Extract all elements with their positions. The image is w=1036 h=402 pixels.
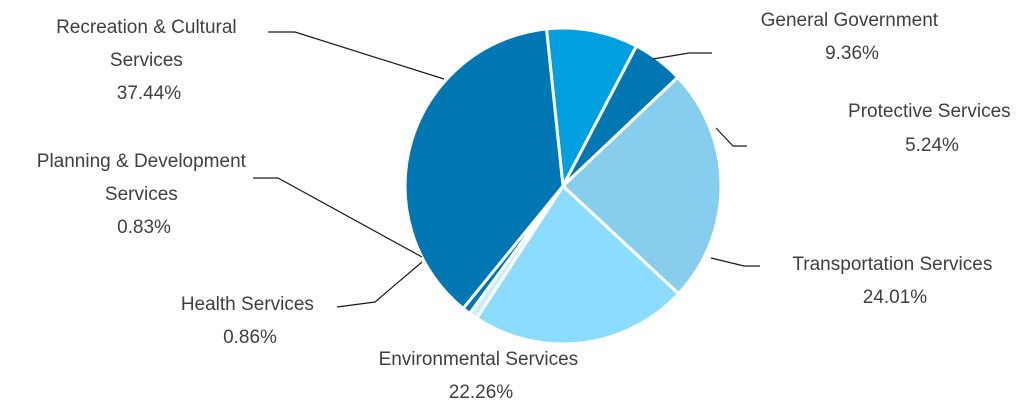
slice-label-name: Protective Services (848, 101, 1011, 122)
leader-line-recreation-cultural-services (268, 31, 445, 80)
slice-label-name: Environmental Services (379, 349, 579, 370)
leader-line-planning-development-services (253, 177, 423, 258)
slice-label-value: 5.24% (905, 135, 959, 156)
leader-line-general-government (652, 52, 712, 60)
slice-label-environmental-services: Environmental Services 22.26% (379, 349, 584, 402)
leader-line-transportation-services (710, 257, 760, 267)
slice-label-value: 22.26% (449, 382, 514, 402)
slice-label-value: 0.86% (223, 327, 277, 348)
pie-slice-recreation-cultural-services (403, 27, 565, 310)
slice-label-name: General Government (761, 10, 939, 31)
pie-slice-transportation-services (561, 75, 723, 296)
leader-lines (253, 31, 760, 308)
leader-line-protective-services (715, 127, 747, 147)
slice-label-general-government: General Government 9.36% (761, 10, 944, 64)
pie-slices (403, 26, 723, 346)
pie-slice-environmental-services (475, 184, 681, 346)
slice-label-value: 0.83% (117, 217, 171, 238)
slice-label-health-services: Health Services 0.86% (181, 294, 319, 348)
pie-slice-general-government (544, 26, 638, 188)
slice-label-recreation-cultural-services: Recreation & Cultural Services 37.44% (56, 17, 242, 104)
slice-label-planning-development-services: Planning & Development Services 0.83% (37, 151, 251, 238)
slice-label-value: 37.44% (117, 83, 182, 104)
slice-label-name-line1: Recreation & Cultural (56, 17, 237, 38)
slice-label-value: 24.01% (863, 287, 928, 308)
slice-label-name-line2: Services (110, 50, 183, 71)
slice-label-protective-services: Protective Services 5.24% (848, 101, 1016, 156)
slice-label-transportation-services: Transportation Services 24.01% (792, 254, 997, 308)
slice-label-name: Health Services (181, 294, 314, 315)
slice-label-name: Transportation Services (792, 254, 992, 275)
slice-label-value: 9.36% (825, 43, 879, 64)
slice-label-name-line1: Planning & Development (37, 151, 247, 172)
slice-label-name-line2: Services (105, 184, 178, 205)
leader-line-health-services (336, 261, 423, 308)
